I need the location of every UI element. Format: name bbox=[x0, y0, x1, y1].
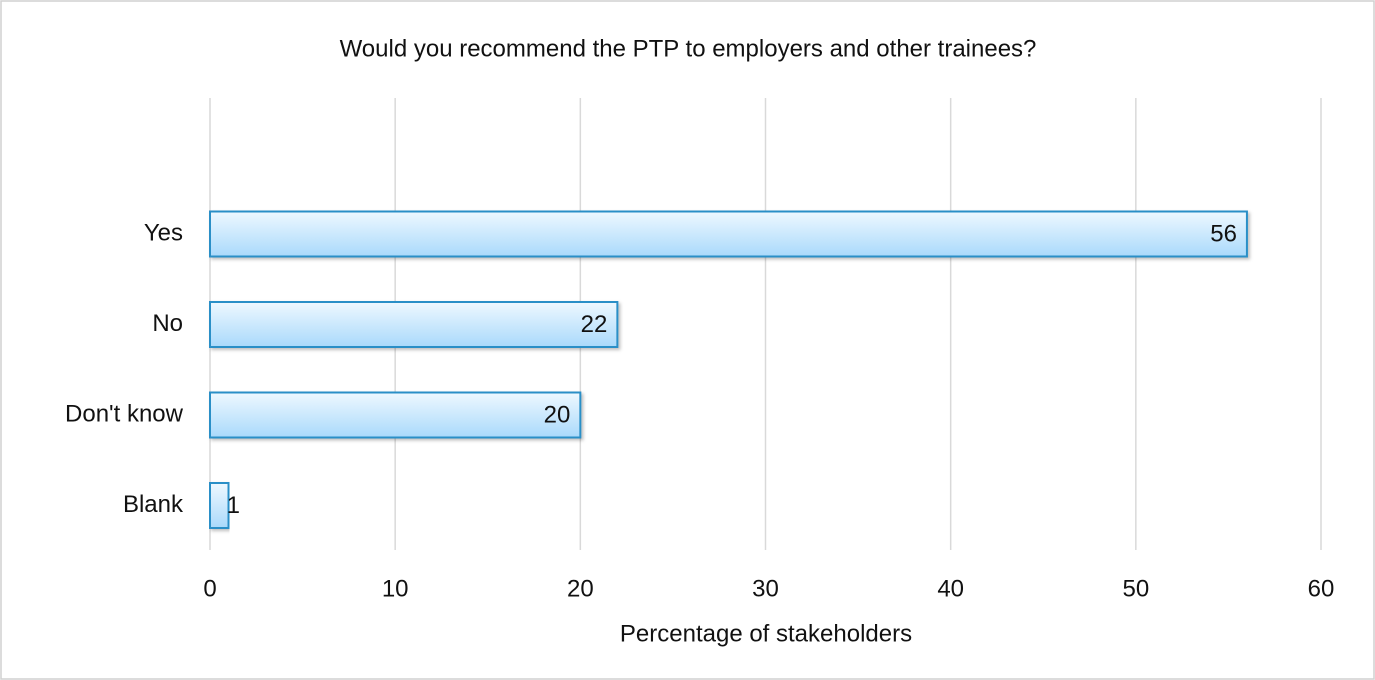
x-tick-label: 40 bbox=[937, 575, 964, 602]
x-tick-label: 30 bbox=[752, 575, 779, 602]
x-tick-label: 0 bbox=[203, 575, 216, 602]
bar bbox=[209, 391, 582, 439]
x-tick-label: 50 bbox=[1122, 575, 1149, 602]
data-label: 20 bbox=[544, 401, 571, 428]
chart-title: Would you recommend the PTP to employers… bbox=[340, 35, 1037, 62]
y-tick-label: No bbox=[152, 310, 183, 337]
bar bbox=[209, 210, 1248, 258]
y-tick-label: Yes bbox=[144, 219, 183, 246]
data-label: 56 bbox=[1210, 220, 1237, 247]
x-tick-label: 60 bbox=[1308, 575, 1335, 602]
x-tick-label: 10 bbox=[382, 575, 409, 602]
data-label: 1 bbox=[227, 492, 240, 519]
x-axis-label: Percentage of stakeholders bbox=[620, 620, 912, 647]
bar bbox=[209, 301, 619, 348]
bar bbox=[209, 482, 230, 529]
y-tick-label: Don't know bbox=[65, 400, 184, 427]
x-tick-label: 20 bbox=[567, 575, 594, 602]
data-label: 22 bbox=[581, 311, 608, 338]
y-tick-label: Blank bbox=[123, 491, 184, 518]
